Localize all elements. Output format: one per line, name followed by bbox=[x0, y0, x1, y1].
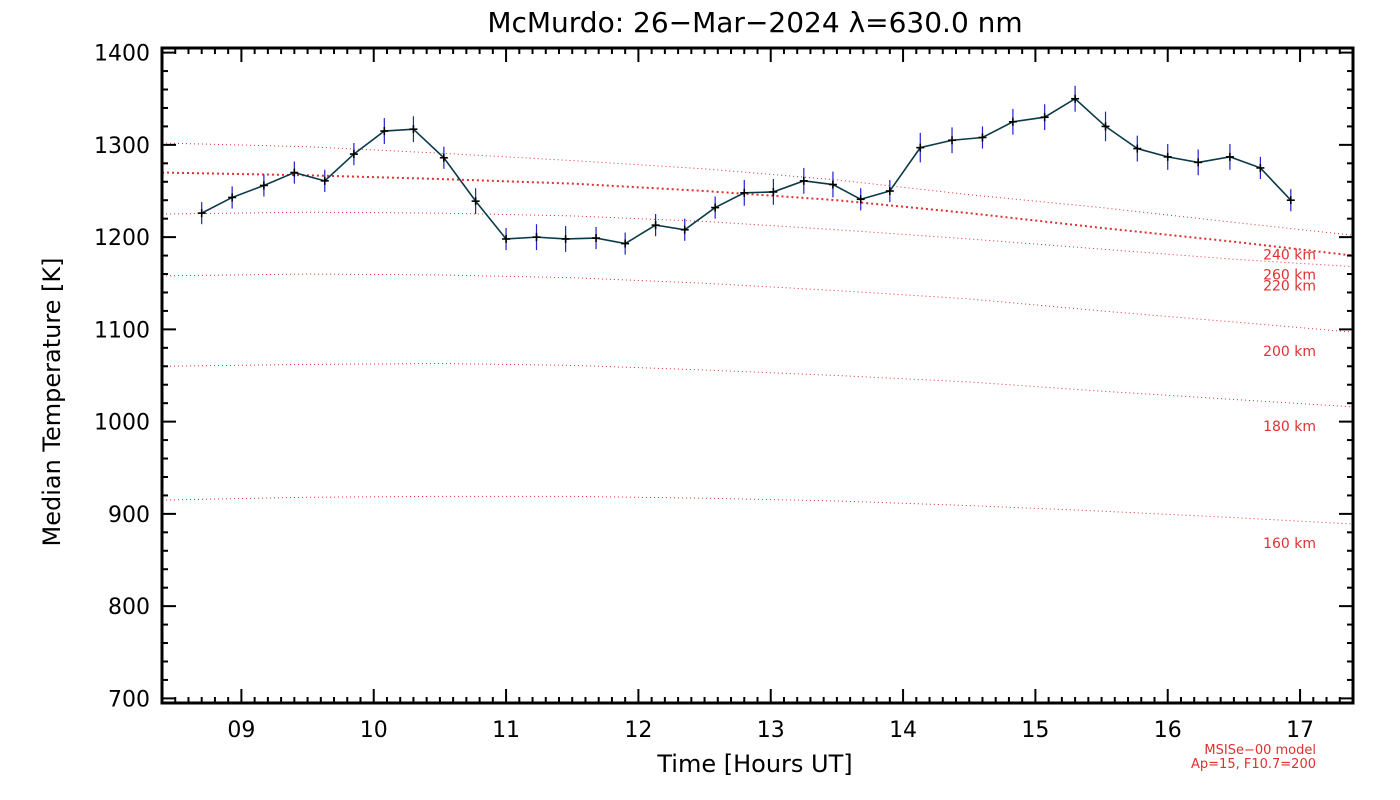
series-line bbox=[201, 97, 1292, 245]
data-point bbox=[621, 239, 630, 248]
y-tick-label: 700 bbox=[108, 687, 150, 712]
data-point bbox=[948, 136, 957, 145]
data-point bbox=[828, 180, 837, 189]
data-point bbox=[799, 176, 808, 185]
x-tick-label: 10 bbox=[360, 718, 388, 743]
x-tick-label: 16 bbox=[1154, 718, 1182, 743]
model-line-label: 200 km bbox=[1263, 344, 1316, 360]
model-line-label: 180 km bbox=[1263, 419, 1316, 435]
model-lines: 260 km 240 km 220 km 200 km 180 km 160 km bbox=[161, 142, 1354, 552]
data-point bbox=[1256, 163, 1265, 172]
data-point bbox=[439, 153, 448, 162]
x-tick-label: 09 bbox=[227, 718, 255, 743]
y-axis-title: Median Temperature [K] bbox=[38, 257, 66, 546]
data-point bbox=[1225, 152, 1234, 161]
data-point bbox=[1071, 94, 1080, 103]
data-point bbox=[320, 176, 329, 185]
data-point bbox=[561, 234, 570, 243]
data-point bbox=[532, 233, 541, 242]
x-axis-title: Time [Hours UT] bbox=[656, 750, 852, 778]
data-point bbox=[1286, 196, 1295, 205]
model-line bbox=[161, 171, 1354, 257]
y-tick-label: 1000 bbox=[94, 411, 150, 436]
data-point bbox=[885, 186, 894, 195]
x-tick-label: 15 bbox=[1021, 718, 1049, 743]
data-point bbox=[711, 203, 720, 212]
data-point bbox=[1194, 158, 1203, 167]
axes: 09 10 11 12 13 14 15 16 17 700 800 900 1000 1100 1200 1… bbox=[94, 42, 1354, 743]
model-line bbox=[161, 363, 1354, 408]
model-line-label: 220 km bbox=[1263, 279, 1316, 295]
model-line bbox=[161, 211, 1354, 268]
x-tick-label: 12 bbox=[624, 718, 652, 743]
data-point bbox=[228, 193, 237, 202]
data-point bbox=[769, 187, 778, 196]
model-line-label: 240 km bbox=[1263, 247, 1316, 263]
data-point bbox=[1040, 113, 1049, 122]
data-point bbox=[471, 197, 480, 206]
y-tick-label: 1400 bbox=[94, 42, 150, 67]
data-point bbox=[502, 234, 511, 243]
y-tick-label: 900 bbox=[108, 503, 150, 528]
x-tick-label: 13 bbox=[757, 718, 785, 743]
model-line bbox=[161, 142, 1354, 236]
model-line bbox=[161, 273, 1354, 333]
data-point bbox=[916, 143, 925, 152]
data-point bbox=[680, 225, 689, 234]
data-point bbox=[978, 133, 987, 142]
data-point bbox=[1008, 117, 1017, 126]
y-tick-label: 800 bbox=[108, 595, 150, 620]
data-point bbox=[1163, 152, 1172, 161]
data-point bbox=[409, 125, 418, 134]
x-tick-label: 11 bbox=[492, 718, 520, 743]
data-point bbox=[740, 188, 749, 197]
data-point bbox=[349, 150, 358, 159]
y-tick-label: 1200 bbox=[94, 226, 150, 251]
data-point bbox=[1133, 144, 1142, 153]
plot-frame bbox=[160, 46, 1355, 705]
model-note-line1: MSISe−00 model bbox=[1204, 743, 1316, 758]
y-tick-label: 1100 bbox=[94, 318, 150, 343]
data-point bbox=[1101, 122, 1110, 131]
data-point bbox=[197, 209, 206, 218]
model-line-label: 260 km bbox=[1263, 268, 1316, 284]
chart-title: McMurdo: 26−Mar−2024 λ=630.0 nm bbox=[487, 6, 1022, 39]
data-point bbox=[856, 195, 865, 204]
x-tick-label: 14 bbox=[889, 718, 917, 743]
data-point bbox=[592, 234, 601, 243]
data-series bbox=[197, 85, 1295, 255]
x-tick-label: 17 bbox=[1286, 718, 1314, 743]
y-tick-label: 1300 bbox=[94, 134, 150, 159]
data-point bbox=[651, 221, 660, 230]
model-line bbox=[161, 495, 1354, 525]
model-line-label: 160 km bbox=[1263, 536, 1316, 552]
model-note-line2: Ap=15, F10.7=200 bbox=[1191, 757, 1316, 772]
data-point bbox=[380, 127, 389, 136]
data-point bbox=[259, 181, 268, 190]
data-point bbox=[290, 168, 299, 177]
